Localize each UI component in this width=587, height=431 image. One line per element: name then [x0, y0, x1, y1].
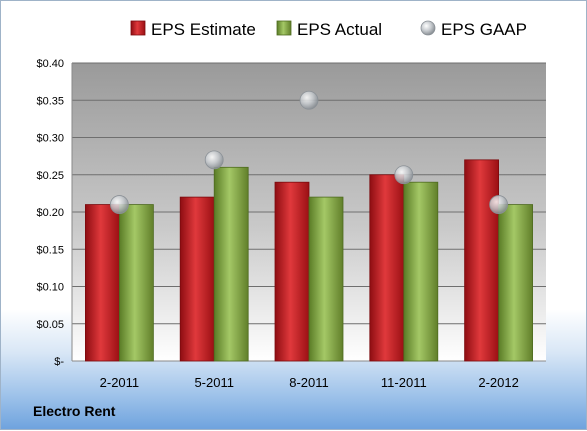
x-tick-label: 5-2011 [194, 375, 234, 390]
x-tick-label: 8-2011 [289, 375, 329, 390]
bar-eps-estimate [464, 159, 500, 362]
x-tick-label: 2-2011 [100, 375, 140, 390]
company-name: Electro Rent [33, 403, 116, 419]
bar-eps-estimate [179, 196, 215, 362]
bar-eps-estimate [369, 174, 405, 362]
bar-eps-estimate [85, 204, 120, 362]
y-tick-label: $0.35 [36, 95, 64, 107]
y-tick-label: $0.05 [36, 319, 64, 331]
bars [85, 159, 534, 362]
marker-eps-gaap [394, 165, 414, 185]
y-tick-label: $0.20 [36, 207, 64, 219]
legend-swatch-eps-actual [276, 20, 292, 36]
legend-swatch-eps-estimate [130, 20, 146, 36]
marker-eps-gaap [489, 195, 509, 214]
y-axis-ticks: $- $0.05 $0.10 $0.15 $0.20 $0.25 $0.30 $0.35 $0.… [36, 58, 64, 368]
legend-swatch-eps-gaap [420, 20, 436, 36]
y-tick-label: $0.10 [36, 282, 64, 294]
marker-eps-gaap [204, 150, 224, 170]
marker-eps-gaap [110, 195, 129, 214]
x-axis-ticks: 2-2011 5-2011 8-2011 11-2011 2-2012 [100, 375, 519, 390]
bar-eps-actual [403, 181, 439, 362]
bar-eps-actual [119, 204, 154, 362]
bar-eps-actual [498, 204, 534, 362]
gaap-markers [110, 90, 509, 214]
y-tick-label: $0.25 [36, 170, 64, 182]
legend-label: EPS Actual [297, 20, 382, 39]
bar-eps-actual [213, 166, 249, 362]
y-tick-label: $- [54, 356, 64, 368]
x-tick-label: 11-2011 [381, 375, 427, 390]
y-tick-label: $0.15 [36, 244, 64, 256]
y-tick-label: $0.30 [36, 133, 64, 145]
legend-label: EPS GAAP [441, 20, 527, 39]
bar-eps-estimate [274, 181, 310, 362]
bar-eps-actual [308, 196, 344, 362]
y-tick-label: $0.40 [36, 58, 64, 70]
marker-eps-gaap [299, 90, 319, 110]
chart-legend: EPS Estimate EPS Actual EPS GAAP [130, 20, 527, 39]
x-tick-label: 2-2012 [478, 375, 518, 390]
legend-label: EPS Estimate [151, 20, 256, 39]
